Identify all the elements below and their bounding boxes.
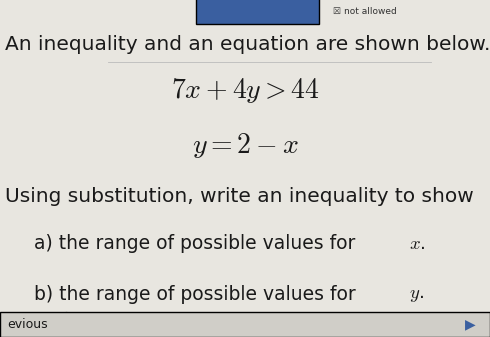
Text: $x$.: $x$. [409,234,426,253]
Text: ▶: ▶ [465,317,475,332]
Text: $y$.: $y$. [409,285,424,304]
Text: $y = 2 - x$: $y = 2 - x$ [192,131,298,160]
Text: a) the range of possible values for: a) the range of possible values for [34,234,362,253]
FancyBboxPatch shape [196,0,318,24]
Text: $7x + 4y > 44$: $7x + 4y > 44$ [171,76,319,105]
Text: An inequality and an equation are shown below.: An inequality and an equation are shown … [5,35,490,54]
Text: Using substitution, write an inequality to show: Using substitution, write an inequality … [5,187,474,206]
FancyBboxPatch shape [0,312,490,337]
Text: evious: evious [7,318,48,331]
Text: b) the range of possible values for: b) the range of possible values for [34,285,362,304]
Text: ☒ not allowed: ☒ not allowed [333,7,397,16]
